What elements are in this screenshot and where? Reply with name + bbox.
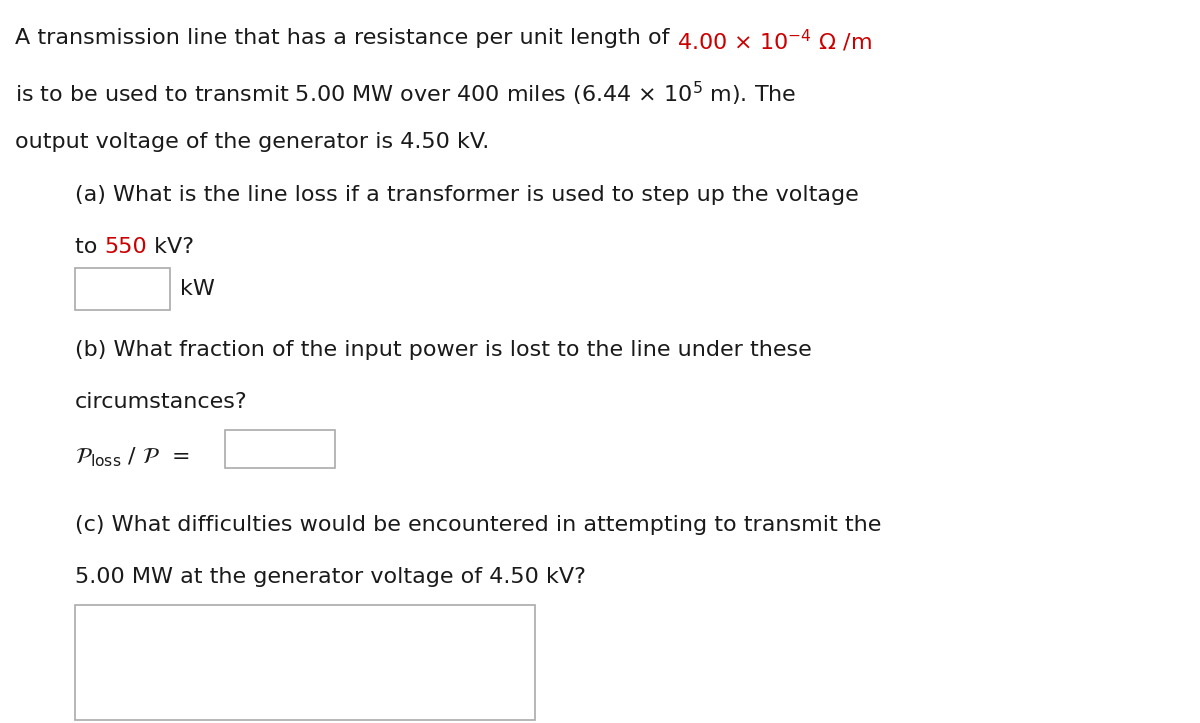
Text: A transmission line that has a resistance per unit length of: A transmission line that has a resistanc… [14,28,677,48]
Text: 5.00 MW at the generator voltage of 4.50 kV?: 5.00 MW at the generator voltage of 4.50… [74,567,586,587]
Bar [226,430,335,468]
Text: $\mathcal{P}$$_{\mathrm{loss}}$ / $\mathcal{P}$  =: $\mathcal{P}$$_{\mathrm{loss}}$ / $\math… [74,445,190,469]
Text: 4.00 × 10$^{-4}$ Ω /m: 4.00 × 10$^{-4}$ Ω /m [677,28,871,54]
Text: kW: kW [180,279,215,299]
Bar [74,268,170,310]
Text: (c) What difficulties would be encountered in attempting to transmit the: (c) What difficulties would be encounter… [74,515,881,535]
Text: circumstances?: circumstances? [74,392,247,412]
Text: kV?: kV? [148,237,194,257]
Text: output voltage of the generator is 4.50 kV.: output voltage of the generator is 4.50 … [14,132,490,152]
Text: is to be used to transmit 5.00 MW over 400 miles (6.44 × 10$^{5}$ m). The: is to be used to transmit 5.00 MW over 4… [14,80,797,108]
Bar [74,605,535,720]
Text: 550: 550 [104,237,148,257]
Text: (b) What fraction of the input power is lost to the line under these: (b) What fraction of the input power is … [74,340,811,360]
Text: (a) What is the line loss if a transformer is used to step up the voltage: (a) What is the line loss if a transform… [74,185,859,205]
Text: to: to [74,237,104,257]
